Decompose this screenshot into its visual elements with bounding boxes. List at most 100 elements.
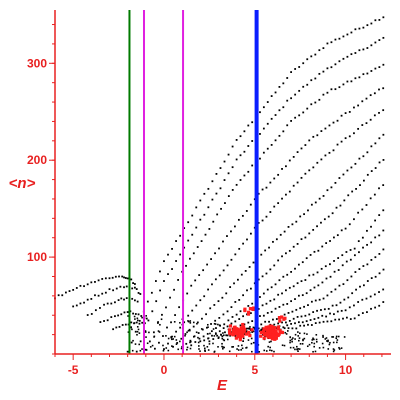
data-point [203,192,206,195]
data-point [132,339,134,342]
highlight-point [240,330,244,334]
data-point [382,288,385,291]
data-point [260,328,262,331]
y-tick-label: 200 [27,153,47,167]
data-point [108,277,111,280]
data-point [162,335,164,337]
data-point [131,349,134,352]
data-point [285,333,288,335]
data-point [125,285,128,288]
data-point [311,339,314,341]
data-point [160,318,163,321]
data-point [294,322,296,325]
data-point [264,330,267,333]
data-point [340,229,343,232]
data-point [231,346,233,348]
data-point [281,292,283,295]
data-point [326,67,329,70]
x-axis-title: E [217,377,228,394]
data-point [242,242,245,245]
data-point [228,350,231,353]
data-point [281,344,284,347]
data-point [212,220,215,223]
data-point [285,165,287,168]
data-point [365,204,368,206]
data-point [235,158,238,161]
data-point [209,307,212,310]
data-point [306,83,309,86]
data-point [218,274,221,277]
data-point [306,345,309,348]
data-point [358,157,361,160]
data-point [299,332,301,335]
data-point [57,294,60,297]
data-point [366,173,369,176]
data-point [340,309,343,312]
data-point [346,169,349,172]
data-point [305,257,308,260]
data-point [317,249,320,252]
data-point [347,296,350,299]
data-point [223,323,226,326]
data-point [358,76,361,79]
data-point [336,341,338,344]
data-point [222,327,225,330]
data-point [197,341,200,344]
data-point [123,311,126,314]
data-point [169,296,171,299]
data-point [187,314,190,317]
data-point [370,307,372,310]
data-point [94,309,97,312]
data-point [327,340,329,343]
data-point [252,261,255,264]
data-point [268,246,270,249]
data-point [240,349,242,351]
data-point [366,280,369,282]
data-point [342,283,345,286]
data-point [337,335,340,338]
data-point [165,335,167,337]
data-point [310,203,313,206]
data-point [90,281,93,284]
data-point [266,147,269,150]
data-point [141,321,144,324]
data-point [149,346,152,348]
data-point [270,117,273,120]
data-point [322,334,324,337]
data-point [241,214,244,217]
data-point [350,53,353,56]
data-point [296,181,299,184]
data-point [308,313,311,316]
data-point [249,287,252,290]
data-point [334,288,337,291]
data-point [206,345,209,348]
data-point [348,111,351,113]
data-point [298,339,300,342]
data-point [321,314,324,317]
data-point [365,297,368,300]
data-point [214,278,217,281]
data-point [324,127,327,130]
data-point [348,223,351,226]
data-point [299,215,302,218]
data-point [326,294,329,297]
data-point [247,305,250,307]
data-point [251,331,254,333]
data-point [270,286,273,289]
data-point [344,309,347,312]
data-point [299,343,302,345]
data-point [333,349,336,351]
data-point [370,277,373,280]
data-point [336,119,339,122]
data-point [282,82,285,85]
data-point [318,98,321,101]
data-point [103,303,105,306]
data-point [353,254,356,257]
data-point [294,68,297,70]
data-point [199,340,202,343]
highlight-point [272,328,276,332]
data-point [270,95,273,97]
data-point [270,340,272,343]
data-point [241,347,244,350]
data-point [304,236,307,239]
